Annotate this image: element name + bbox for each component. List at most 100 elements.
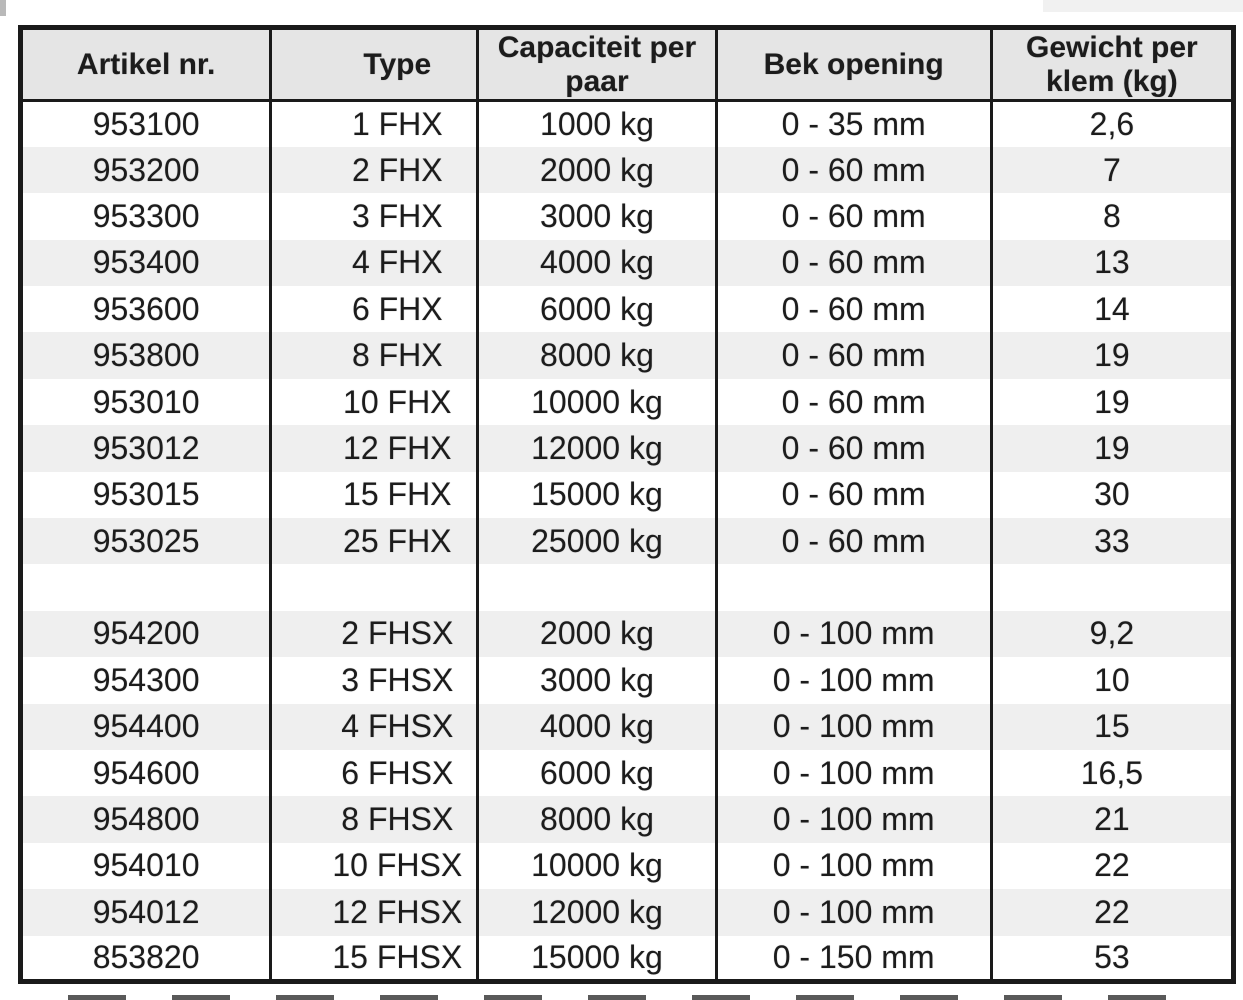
cell-bek-opening: 0 - 60 mm: [714, 471, 993, 519]
cell-capaciteit: 25000 kg: [476, 518, 718, 565]
cell-type: 4 FHX: [269, 239, 480, 287]
cell-bek-opening: [714, 564, 993, 611]
cell-bek-opening: 0 - 100 mm: [714, 889, 993, 936]
cell-bek-opening: 0 - 100 mm: [714, 610, 993, 658]
table-row: 953400 4 FHX 4000 kg 0 - 60 mm 13: [18, 239, 1236, 287]
cell-gewicht: 8: [989, 193, 1236, 240]
table-row: 954010 10 FHSX 10000 kg 0 - 100 mm 22: [18, 842, 1236, 890]
cell-bek-opening: 0 - 60 mm: [714, 239, 993, 287]
table-row: 954400 4 FHSX 4000 kg 0 - 100 mm 15: [18, 703, 1236, 750]
cell-capaciteit: 4000 kg: [476, 239, 718, 287]
cell-capaciteit: 2000 kg: [476, 146, 718, 194]
cell-gewicht: [989, 564, 1236, 611]
table-row: 953200 2 FHX 2000 kg 0 - 60 mm 7: [18, 146, 1236, 194]
cell-bek-opening: 0 - 100 mm: [714, 796, 993, 843]
cell-artikel-nr: 954400: [18, 703, 273, 750]
cell-artikel-nr: 954012: [18, 889, 273, 936]
cell-capaciteit: 3000 kg: [476, 657, 718, 704]
cell-type: 10 FHSX: [269, 842, 480, 890]
cell-capaciteit: 10000 kg: [476, 378, 718, 426]
cell-artikel-nr: 953600: [18, 286, 273, 333]
cell-type: 15 FHX: [269, 471, 480, 519]
cell-gewicht: 19: [989, 378, 1236, 426]
cell-gewicht: 2,6: [989, 100, 1236, 147]
cell-bek-opening: 0 - 100 mm: [714, 749, 993, 797]
cell-type: 10 FHX: [269, 378, 480, 426]
table-row: 953012 12 FHX 12000 kg 0 - 60 mm 19: [18, 425, 1236, 472]
cell-gewicht: 21: [989, 796, 1236, 843]
cell-type: 12 FHX: [269, 425, 480, 472]
table-row: 853820 15 FHSX 15000 kg 0 - 150 mm 53: [18, 935, 1236, 982]
cell-capaciteit: [476, 564, 718, 611]
cell-artikel-nr: 954800: [18, 796, 273, 843]
cell-bek-opening: 0 - 100 mm: [714, 842, 993, 890]
cell-type: 1 FHX: [269, 100, 480, 147]
cell-type: 25 FHX: [269, 518, 480, 565]
cell-bek-opening: 0 - 35 mm: [714, 100, 993, 147]
cell-gewicht: 10: [989, 657, 1236, 704]
cell-bek-opening: 0 - 100 mm: [714, 657, 993, 704]
cell-type: 6 FHX: [269, 286, 480, 333]
cell-artikel-nr: [18, 564, 273, 611]
crop-artifact-top-left: [0, 0, 6, 16]
cell-artikel-nr: 953100: [18, 100, 273, 147]
table-row: 954200 2 FHSX 2000 kg 0 - 100 mm 9,2: [18, 610, 1236, 658]
table-row: 953300 3 FHX 3000 kg 0 - 60 mm 8: [18, 193, 1236, 240]
cell-gewicht: 22: [989, 889, 1236, 936]
cell-capaciteit: 15000 kg: [476, 471, 718, 519]
table-row: 953800 8 FHX 8000 kg 0 - 60 mm 19: [18, 332, 1236, 379]
cell-artikel-nr: 954010: [18, 842, 273, 890]
cell-capaciteit: 3000 kg: [476, 193, 718, 240]
cell-capaciteit: 12000 kg: [476, 425, 718, 472]
table-row: 953015 15 FHX 15000 kg 0 - 60 mm 30: [18, 471, 1236, 519]
cell-type: 8 FHX: [269, 332, 480, 379]
cell-capaciteit: 4000 kg: [476, 703, 718, 750]
cell-bek-opening: 0 - 100 mm: [714, 703, 993, 750]
spec-table: Artikel nr. Type Capaciteit per paar Bek…: [18, 25, 1236, 985]
crop-artifact-bottom-text: [68, 995, 1172, 1000]
cell-bek-opening: 0 - 60 mm: [714, 425, 993, 472]
cell-type: 3 FHX: [269, 193, 480, 240]
cell-gewicht: 53: [989, 935, 1236, 982]
cell-artikel-nr: 954200: [18, 610, 273, 658]
column-header-gewicht: Gewicht per klem (kg): [989, 27, 1236, 102]
column-header-type: Type: [269, 27, 480, 102]
cell-capaciteit: 12000 kg: [476, 889, 718, 936]
cell-capaciteit: 8000 kg: [476, 796, 718, 843]
cell-gewicht: 22: [989, 842, 1236, 890]
cell-bek-opening: 0 - 60 mm: [714, 193, 993, 240]
cell-artikel-nr: 953800: [18, 332, 273, 379]
cell-artikel-nr: 954600: [18, 749, 273, 797]
table-row: 954600 6 FHSX 6000 kg 0 - 100 mm 16,5: [18, 749, 1236, 797]
cell-capaciteit: 15000 kg: [476, 935, 718, 982]
crop-artifact-top-right: [1043, 0, 1243, 12]
cell-capaciteit: 6000 kg: [476, 749, 718, 797]
cell-gewicht: 33: [989, 518, 1236, 565]
column-header-bek-opening: Bek opening: [714, 27, 993, 102]
spec-table-header: Artikel nr. Type Capaciteit per paar Bek…: [18, 27, 1236, 102]
cell-gewicht: 15: [989, 703, 1236, 750]
table-row: 954800 8 FHSX 8000 kg 0 - 100 mm 21: [18, 796, 1236, 843]
cell-gewicht: 19: [989, 332, 1236, 379]
cell-type: 2 FHSX: [269, 610, 480, 658]
cell-capaciteit: 10000 kg: [476, 842, 718, 890]
cell-gewicht: 7: [989, 146, 1236, 194]
table-row: 953010 10 FHX 10000 kg 0 - 60 mm 19: [18, 378, 1236, 426]
cell-gewicht: 19: [989, 425, 1236, 472]
cell-type: 8 FHSX: [269, 796, 480, 843]
cell-gewicht: 13: [989, 239, 1236, 287]
table-row: 953100 1 FHX 1000 kg 0 - 35 mm 2,6: [18, 100, 1236, 147]
cell-type: 6 FHSX: [269, 749, 480, 797]
cell-type: 4 FHSX: [269, 703, 480, 750]
cell-bek-opening: 0 - 60 mm: [714, 518, 993, 565]
cell-bek-opening: 0 - 60 mm: [714, 332, 993, 379]
cell-gewicht: 14: [989, 286, 1236, 333]
cell-type: 3 FHSX: [269, 657, 480, 704]
cell-capaciteit: 2000 kg: [476, 610, 718, 658]
cell-gewicht: 9,2: [989, 610, 1236, 658]
spec-table-container: Artikel nr. Type Capaciteit per paar Bek…: [18, 25, 1236, 985]
table-row: 953600 6 FHX 6000 kg 0 - 60 mm 14: [18, 286, 1236, 333]
table-row: 953025 25 FHX 25000 kg 0 - 60 mm 33: [18, 518, 1236, 565]
cell-bek-opening: 0 - 150 mm: [714, 935, 993, 982]
cell-artikel-nr: 954300: [18, 657, 273, 704]
